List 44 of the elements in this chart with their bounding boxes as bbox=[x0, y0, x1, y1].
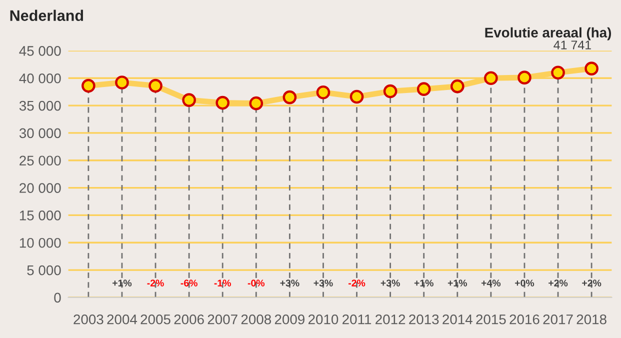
x-tick-label: 2010 bbox=[308, 314, 338, 324]
annotation: +1% bbox=[448, 280, 467, 286]
y-tick-label: 35 000 bbox=[19, 100, 61, 111]
x-tick-label: 2008 bbox=[241, 314, 271, 324]
data-label: 41 741 bbox=[554, 40, 591, 50]
annotation: +2% bbox=[548, 280, 568, 286]
chart-subtitle: Evolutie areaal (ha) bbox=[485, 27, 612, 40]
annotation: +4% bbox=[481, 280, 501, 286]
y-tick-label: 0 bbox=[54, 292, 61, 303]
x-tick-label: 2005 bbox=[140, 314, 170, 324]
y-tick-label: 15 000 bbox=[20, 210, 61, 220]
x-tick-label: 2012 bbox=[376, 314, 406, 324]
annotation: +3% bbox=[314, 280, 333, 286]
x-tick-label: 2009 bbox=[274, 314, 304, 324]
y-tick-label: 40 000 bbox=[19, 73, 61, 84]
x-tick-label: 2006 bbox=[174, 314, 204, 324]
y-tick-label: 25 000 bbox=[20, 156, 61, 166]
annotation: -2% bbox=[147, 280, 164, 286]
x-tick-label: 2014 bbox=[442, 314, 472, 324]
annotation: -1% bbox=[214, 280, 231, 286]
annotation: +3% bbox=[280, 280, 300, 286]
annotation: +1% bbox=[112, 280, 132, 286]
x-tick-label: 2011 bbox=[342, 314, 372, 324]
annotation: +2% bbox=[582, 280, 602, 286]
x-tick-label: 2018 bbox=[576, 314, 606, 324]
x-tick-label: 2003 bbox=[74, 314, 104, 324]
annotation: +1% bbox=[414, 280, 434, 286]
chart-title: Nederland bbox=[10, 10, 84, 21]
annotation: +3% bbox=[380, 280, 400, 286]
x-tick-label: 2004 bbox=[107, 314, 138, 324]
annotation: -2% bbox=[348, 280, 366, 286]
y-tick-label: 30 000 bbox=[19, 128, 61, 138]
annotation: -6% bbox=[180, 280, 198, 286]
y-tick-label: 10 000 bbox=[20, 238, 61, 248]
x-tick-label: 2015 bbox=[476, 314, 506, 324]
x-tick-label: 2007 bbox=[208, 314, 238, 324]
y-tick-label: 45 000 bbox=[19, 46, 61, 56]
x-tick-label: 2017 bbox=[543, 314, 573, 324]
annotation: +0% bbox=[515, 280, 534, 286]
x-tick-label: 2016 bbox=[510, 314, 540, 324]
y-tick-label: 5 000 bbox=[27, 265, 61, 276]
y-tick-label: 20 000 bbox=[20, 183, 61, 193]
annotation: -0% bbox=[248, 280, 265, 286]
x-tick-label: 2013 bbox=[409, 314, 439, 324]
